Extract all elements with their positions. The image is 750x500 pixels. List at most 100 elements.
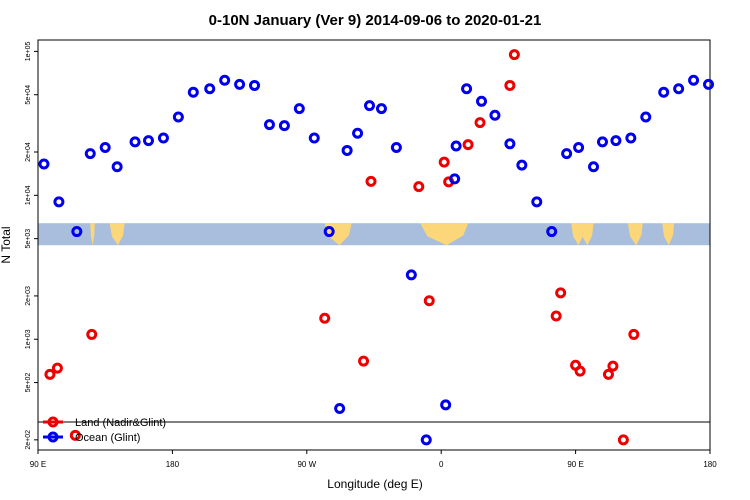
x-tick-label: 180 xyxy=(703,460,717,469)
y-tick-label: 5e+03 xyxy=(25,229,32,249)
y-tick-label: 1e+04 xyxy=(25,185,32,205)
ocean-point xyxy=(219,74,231,86)
ocean-point xyxy=(263,119,275,131)
x-tick-label: 0 xyxy=(439,460,444,469)
ocean-point xyxy=(234,78,246,90)
land-point xyxy=(628,328,640,340)
land-shape xyxy=(580,223,594,246)
ocean-point xyxy=(129,136,141,148)
land-point xyxy=(358,355,370,367)
land-point xyxy=(319,312,331,324)
y-axis-label: N Total xyxy=(0,226,13,263)
ocean-point xyxy=(640,111,652,123)
y-tick-label: 1e+03 xyxy=(25,329,32,349)
land-point xyxy=(602,368,614,380)
ocean-point xyxy=(596,136,608,148)
land-point xyxy=(423,295,435,307)
y-tick-label: 2e+03 xyxy=(25,286,32,306)
ocean-point xyxy=(688,74,700,86)
ocean-point xyxy=(111,161,123,173)
land-point xyxy=(607,360,619,372)
ocean-point xyxy=(440,399,452,411)
y-tick-label: 2e+02 xyxy=(25,430,32,450)
ocean-point xyxy=(71,226,83,238)
ocean-point xyxy=(450,140,462,152)
land-point xyxy=(438,156,450,168)
y-tick-label: 5e+04 xyxy=(25,85,32,105)
ocean-point xyxy=(476,95,488,107)
land-shape xyxy=(420,223,469,246)
land-point xyxy=(365,175,377,187)
ocean-point xyxy=(610,135,622,147)
ocean-point xyxy=(461,83,473,95)
ocean-point xyxy=(561,148,573,160)
ocean-point xyxy=(249,79,261,91)
y-tick-label: 5e+02 xyxy=(25,373,32,393)
ocean-point xyxy=(341,144,353,156)
ocean-point xyxy=(323,226,335,238)
ocean-point xyxy=(308,132,320,144)
land-point xyxy=(508,49,520,61)
ocean-band xyxy=(38,223,710,246)
y-tick-label: 1e+05 xyxy=(25,41,32,61)
ocean-point xyxy=(516,159,528,171)
ocean-point xyxy=(625,132,637,144)
land-point xyxy=(617,434,629,446)
x-axis: 90 E 180 90 W 0 90 E 180 xyxy=(30,450,717,469)
y-tick-label: 2e+04 xyxy=(25,142,32,162)
land-point xyxy=(69,429,81,441)
land-shape xyxy=(90,223,95,246)
x-tick-label: 90 E xyxy=(30,460,46,469)
ocean-point xyxy=(278,120,290,132)
ocean-point xyxy=(449,173,461,185)
ocean-point xyxy=(420,434,432,446)
x-tick-label: 90 E xyxy=(567,460,583,469)
legend: Land (Nadir&Glint) Ocean (Glint) xyxy=(43,416,166,444)
ocean-point xyxy=(53,196,65,208)
ocean-point xyxy=(187,86,199,98)
land-point xyxy=(413,181,425,193)
ocean-point xyxy=(364,100,376,112)
x-tick-label: 180 xyxy=(166,460,180,469)
legend-land-marker xyxy=(47,416,59,428)
ocean-point xyxy=(38,158,50,170)
ocean-point xyxy=(143,135,155,147)
land-point xyxy=(555,287,567,299)
land-shape xyxy=(109,223,125,246)
legend-ocean-marker xyxy=(47,431,59,443)
land-point xyxy=(474,117,486,129)
land-point xyxy=(504,79,516,91)
x-tick-label: 90 W xyxy=(297,460,316,469)
land-point xyxy=(462,139,474,151)
ocean-point xyxy=(504,138,516,150)
land-point xyxy=(550,310,562,322)
land-point xyxy=(574,365,586,377)
ocean-point xyxy=(573,141,585,153)
ocean-point xyxy=(489,109,501,121)
ocean-point xyxy=(588,161,600,173)
ocean-point xyxy=(99,141,111,153)
ocean-point xyxy=(673,83,685,95)
legend-land-label: Land (Nadir&Glint) xyxy=(75,417,166,429)
ocean-point xyxy=(546,226,558,238)
ocean-point xyxy=(375,103,387,115)
ocean-point xyxy=(293,103,305,115)
legend-ocean-label: Ocean (Glint) xyxy=(75,432,140,444)
land-point xyxy=(51,362,63,374)
ocean-point xyxy=(390,141,402,153)
ocean-point xyxy=(157,132,169,144)
land-shape xyxy=(662,223,675,246)
x-axis-label: Longitude (deg E) xyxy=(327,477,422,491)
ocean-point xyxy=(405,269,417,281)
world-map-band xyxy=(38,223,710,246)
ocean-point xyxy=(531,196,543,208)
ocean-point xyxy=(204,83,216,95)
land-point xyxy=(44,368,56,380)
ocean-point xyxy=(172,111,184,123)
land-point xyxy=(86,328,98,340)
y-axis: 2e+02 5e+02 1e+03 2e+03 5e+03 1e+04 2e+04 5e+04… xyxy=(25,41,38,450)
ocean-point xyxy=(334,403,346,415)
ocean-point xyxy=(352,127,364,139)
chart-title: 0-10N January (Ver 9) 2014-09-06 to 2020… xyxy=(209,12,542,29)
